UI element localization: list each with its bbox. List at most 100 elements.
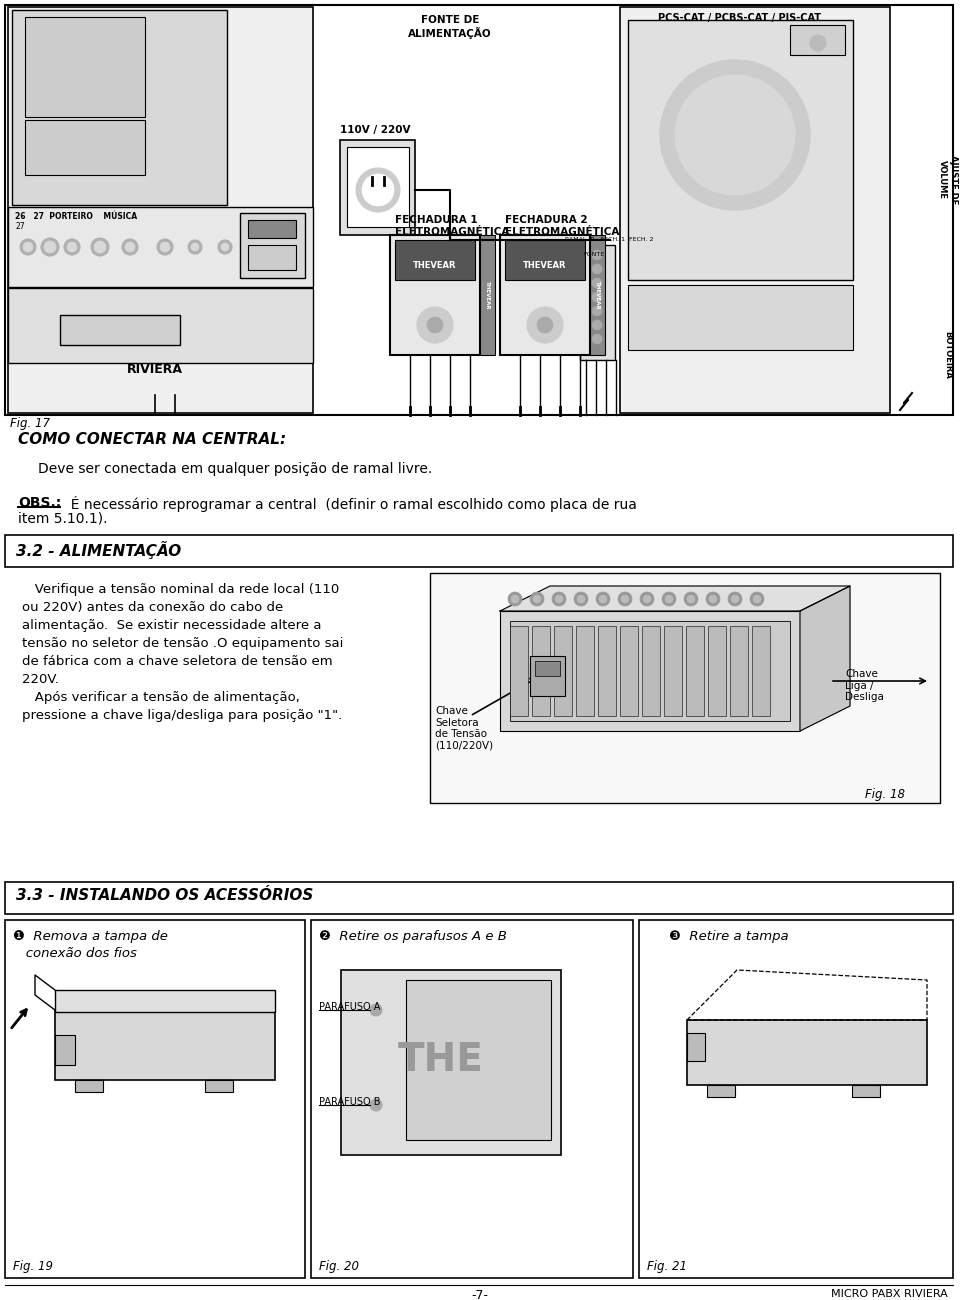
Circle shape: [362, 174, 394, 205]
Bar: [5, 920, 305, 1278]
Circle shape: [592, 250, 602, 260]
Circle shape: [592, 278, 602, 289]
Text: OBS.:: OBS.:: [18, 497, 61, 510]
Circle shape: [527, 307, 563, 343]
Circle shape: [370, 1004, 382, 1017]
Circle shape: [125, 242, 135, 252]
Text: ELETROMAGNÉTICA: ELETROMAGNÉTICA: [395, 227, 510, 237]
Bar: [5, 881, 953, 914]
Text: PARAFUSO B: PARAFUSO B: [319, 1097, 380, 1108]
Text: ELETROMAGNÉTICA: ELETROMAGNÉTICA: [505, 227, 619, 237]
Bar: [530, 656, 565, 696]
Circle shape: [574, 592, 588, 606]
Text: pressione a chave liga/desliga para posição "1".: pressione a chave liga/desliga para posi…: [22, 708, 343, 722]
Circle shape: [640, 592, 654, 606]
Bar: [12, 10, 227, 205]
Text: FECHADURA 1: FECHADURA 1: [395, 214, 478, 225]
Text: THE: THE: [398, 1041, 484, 1079]
Circle shape: [552, 592, 566, 606]
Bar: [8, 289, 313, 363]
Bar: [390, 235, 480, 355]
Text: THEVEAR: THEVEAR: [594, 281, 599, 309]
Bar: [347, 147, 409, 228]
Text: ou 220V) antes da conexão do cabo de: ou 220V) antes da conexão do cabo de: [22, 601, 283, 614]
Text: Deve ser conectada em qualquer posição de ramal livre.: Deve ser conectada em qualquer posição d…: [38, 462, 432, 476]
Bar: [628, 285, 853, 350]
Text: conexão dos fios: conexão dos fios: [13, 946, 137, 959]
Text: Chave
Liga /
Desliga: Chave Liga / Desliga: [845, 670, 884, 702]
Circle shape: [660, 60, 810, 211]
Polygon shape: [500, 586, 850, 611]
Text: ❶  Remova a tampa de: ❶ Remova a tampa de: [13, 930, 168, 942]
Circle shape: [577, 595, 585, 603]
Text: Após verificar a tensão de alimentação,: Após verificar a tensão de alimentação,: [22, 692, 300, 705]
Text: 26   27  PORTEIRO    MÚSICA: 26 27 PORTEIRO MÚSICA: [15, 212, 137, 221]
Circle shape: [709, 595, 717, 603]
Text: 3.3 - INSTALANDO OS ACESSÓRIOS: 3.3 - INSTALANDO OS ACESSÓRIOS: [16, 888, 313, 904]
Bar: [687, 1020, 927, 1086]
Circle shape: [684, 592, 698, 606]
Bar: [730, 627, 748, 716]
Bar: [639, 920, 953, 1278]
Text: THEVEAR: THEVEAR: [485, 281, 490, 309]
Text: Verifique a tensão nominal da rede local (110: Verifique a tensão nominal da rede local…: [22, 582, 339, 595]
Text: É necessário reprogramar a central  (definir o ramal escolhido como placa de rua: É necessário reprogramar a central (defi…: [62, 497, 636, 512]
Text: THEVEAR: THEVEAR: [523, 261, 566, 270]
Bar: [535, 660, 560, 676]
Bar: [430, 573, 940, 803]
Bar: [75, 1080, 103, 1092]
Bar: [55, 991, 275, 1011]
Text: item 5.10.1).: item 5.10.1).: [18, 512, 108, 527]
Text: Chave
Seletora
de Tensão
(110/220V): Chave Seletora de Tensão (110/220V): [435, 706, 493, 751]
Circle shape: [41, 238, 59, 256]
Circle shape: [122, 239, 138, 255]
Bar: [664, 627, 682, 716]
Circle shape: [44, 240, 56, 254]
Bar: [576, 627, 594, 716]
Bar: [5, 5, 953, 415]
Bar: [642, 627, 660, 716]
Circle shape: [370, 1098, 382, 1112]
Text: AJUSTE DE
VOLUME: AJUSTE DE VOLUME: [938, 156, 958, 204]
Circle shape: [592, 306, 602, 316]
Text: RAMAL  R   FECH. 1  FECH. 2: RAMAL R FECH. 1 FECH. 2: [565, 237, 654, 242]
Circle shape: [753, 595, 761, 603]
Circle shape: [599, 595, 607, 603]
Bar: [500, 611, 800, 731]
Text: FONTE: FONTE: [583, 252, 604, 257]
Circle shape: [592, 334, 602, 345]
Bar: [311, 920, 633, 1278]
Bar: [205, 1080, 233, 1092]
Text: Fig. 18: Fig. 18: [865, 788, 905, 801]
Circle shape: [687, 595, 695, 603]
Bar: [240, 213, 305, 278]
Bar: [510, 621, 790, 722]
Circle shape: [537, 317, 553, 333]
Bar: [406, 980, 551, 1140]
Text: -7-: -7-: [471, 1290, 489, 1300]
Circle shape: [67, 242, 77, 252]
Text: Fig. 20: Fig. 20: [319, 1260, 359, 1273]
Circle shape: [511, 595, 519, 603]
Circle shape: [191, 243, 199, 251]
Text: Fig. 19: Fig. 19: [13, 1260, 53, 1273]
Text: RIVIERA: RIVIERA: [127, 363, 183, 376]
Bar: [480, 235, 495, 355]
Bar: [248, 220, 296, 238]
Circle shape: [750, 592, 764, 606]
Text: ❷  Retire os parafusos A e B: ❷ Retire os parafusos A e B: [319, 930, 507, 942]
Circle shape: [23, 242, 33, 252]
Circle shape: [731, 595, 739, 603]
Circle shape: [64, 239, 80, 255]
Bar: [620, 6, 890, 413]
Bar: [55, 1010, 275, 1080]
Bar: [505, 240, 585, 280]
Circle shape: [592, 320, 602, 330]
Bar: [500, 235, 590, 355]
Bar: [395, 240, 475, 280]
Circle shape: [665, 595, 673, 603]
Circle shape: [91, 238, 109, 256]
Bar: [60, 315, 180, 344]
Bar: [554, 627, 572, 716]
Circle shape: [592, 292, 602, 302]
